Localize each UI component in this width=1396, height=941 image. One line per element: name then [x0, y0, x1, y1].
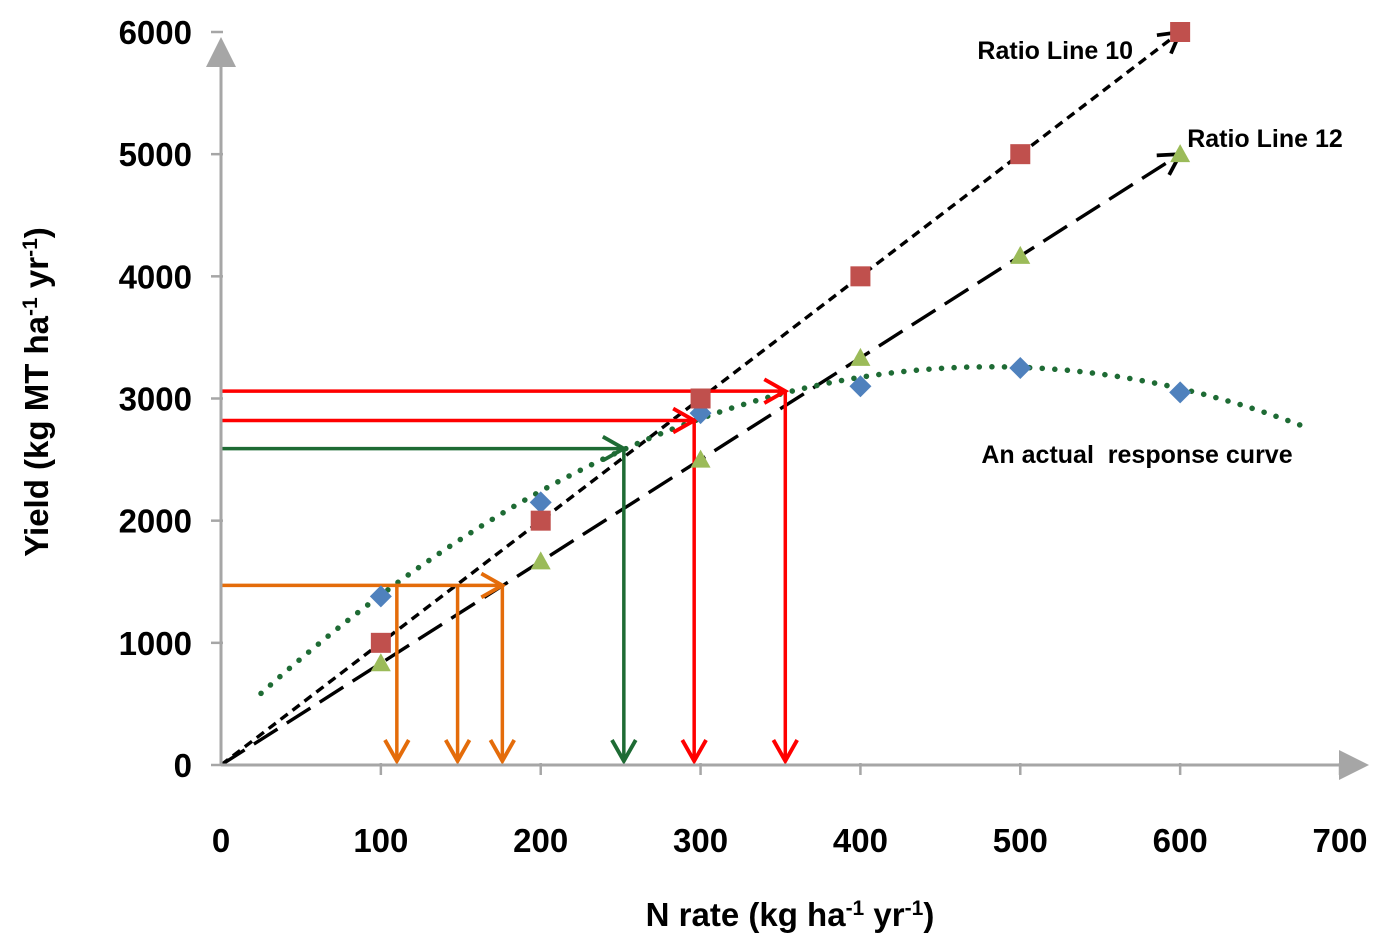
x-tick-label: 0	[212, 822, 230, 859]
diamond-point	[529, 491, 552, 514]
x-axis-title: N rate (kg ha-1 yr-1)	[646, 896, 935, 933]
x-tick-label: 500	[993, 822, 1048, 859]
triangle-point	[1170, 144, 1191, 163]
square-point	[530, 510, 551, 531]
x-tick-label: 100	[353, 822, 408, 859]
diamond-point	[1169, 381, 1192, 404]
y-tick-label: 4000	[119, 258, 192, 295]
square-point	[1170, 22, 1191, 42]
square-point	[690, 388, 711, 409]
square-point	[370, 632, 391, 653]
y-tick-label: 0	[174, 747, 192, 784]
y-axis-title: Yield (kg MT ha-1 yr-1)	[18, 227, 55, 557]
response-curve	[258, 364, 1310, 697]
ratio-line-label-1: Ratio Line 10	[977, 37, 1133, 65]
triangle-point	[1010, 245, 1031, 264]
triangle-point	[370, 653, 391, 672]
square-point	[850, 266, 871, 287]
y-tick-label: 5000	[119, 136, 192, 173]
ratio-line-label-2: Ratio Line 12	[1187, 125, 1343, 153]
triangle-point	[530, 551, 551, 570]
diamond-point	[369, 585, 392, 608]
x-tick-label: 300	[673, 822, 728, 859]
y-tick-label: 6000	[119, 14, 192, 51]
y-tick-label: 2000	[119, 503, 192, 540]
y-tick-label: 3000	[119, 381, 192, 418]
y-tick-label: 1000	[119, 625, 192, 662]
x-tick-label: 400	[833, 822, 888, 859]
x-tick-label: 600	[1153, 822, 1208, 859]
x-tick-label: 200	[513, 822, 568, 859]
triangle-point	[850, 347, 871, 366]
diamond-point	[1009, 356, 1032, 379]
response-curve-label: An actual response curve	[981, 441, 1292, 469]
x-tick-label: 700	[1312, 822, 1367, 859]
diamond-point	[849, 375, 872, 398]
triangle-point	[690, 449, 711, 468]
square-point	[1010, 144, 1031, 165]
